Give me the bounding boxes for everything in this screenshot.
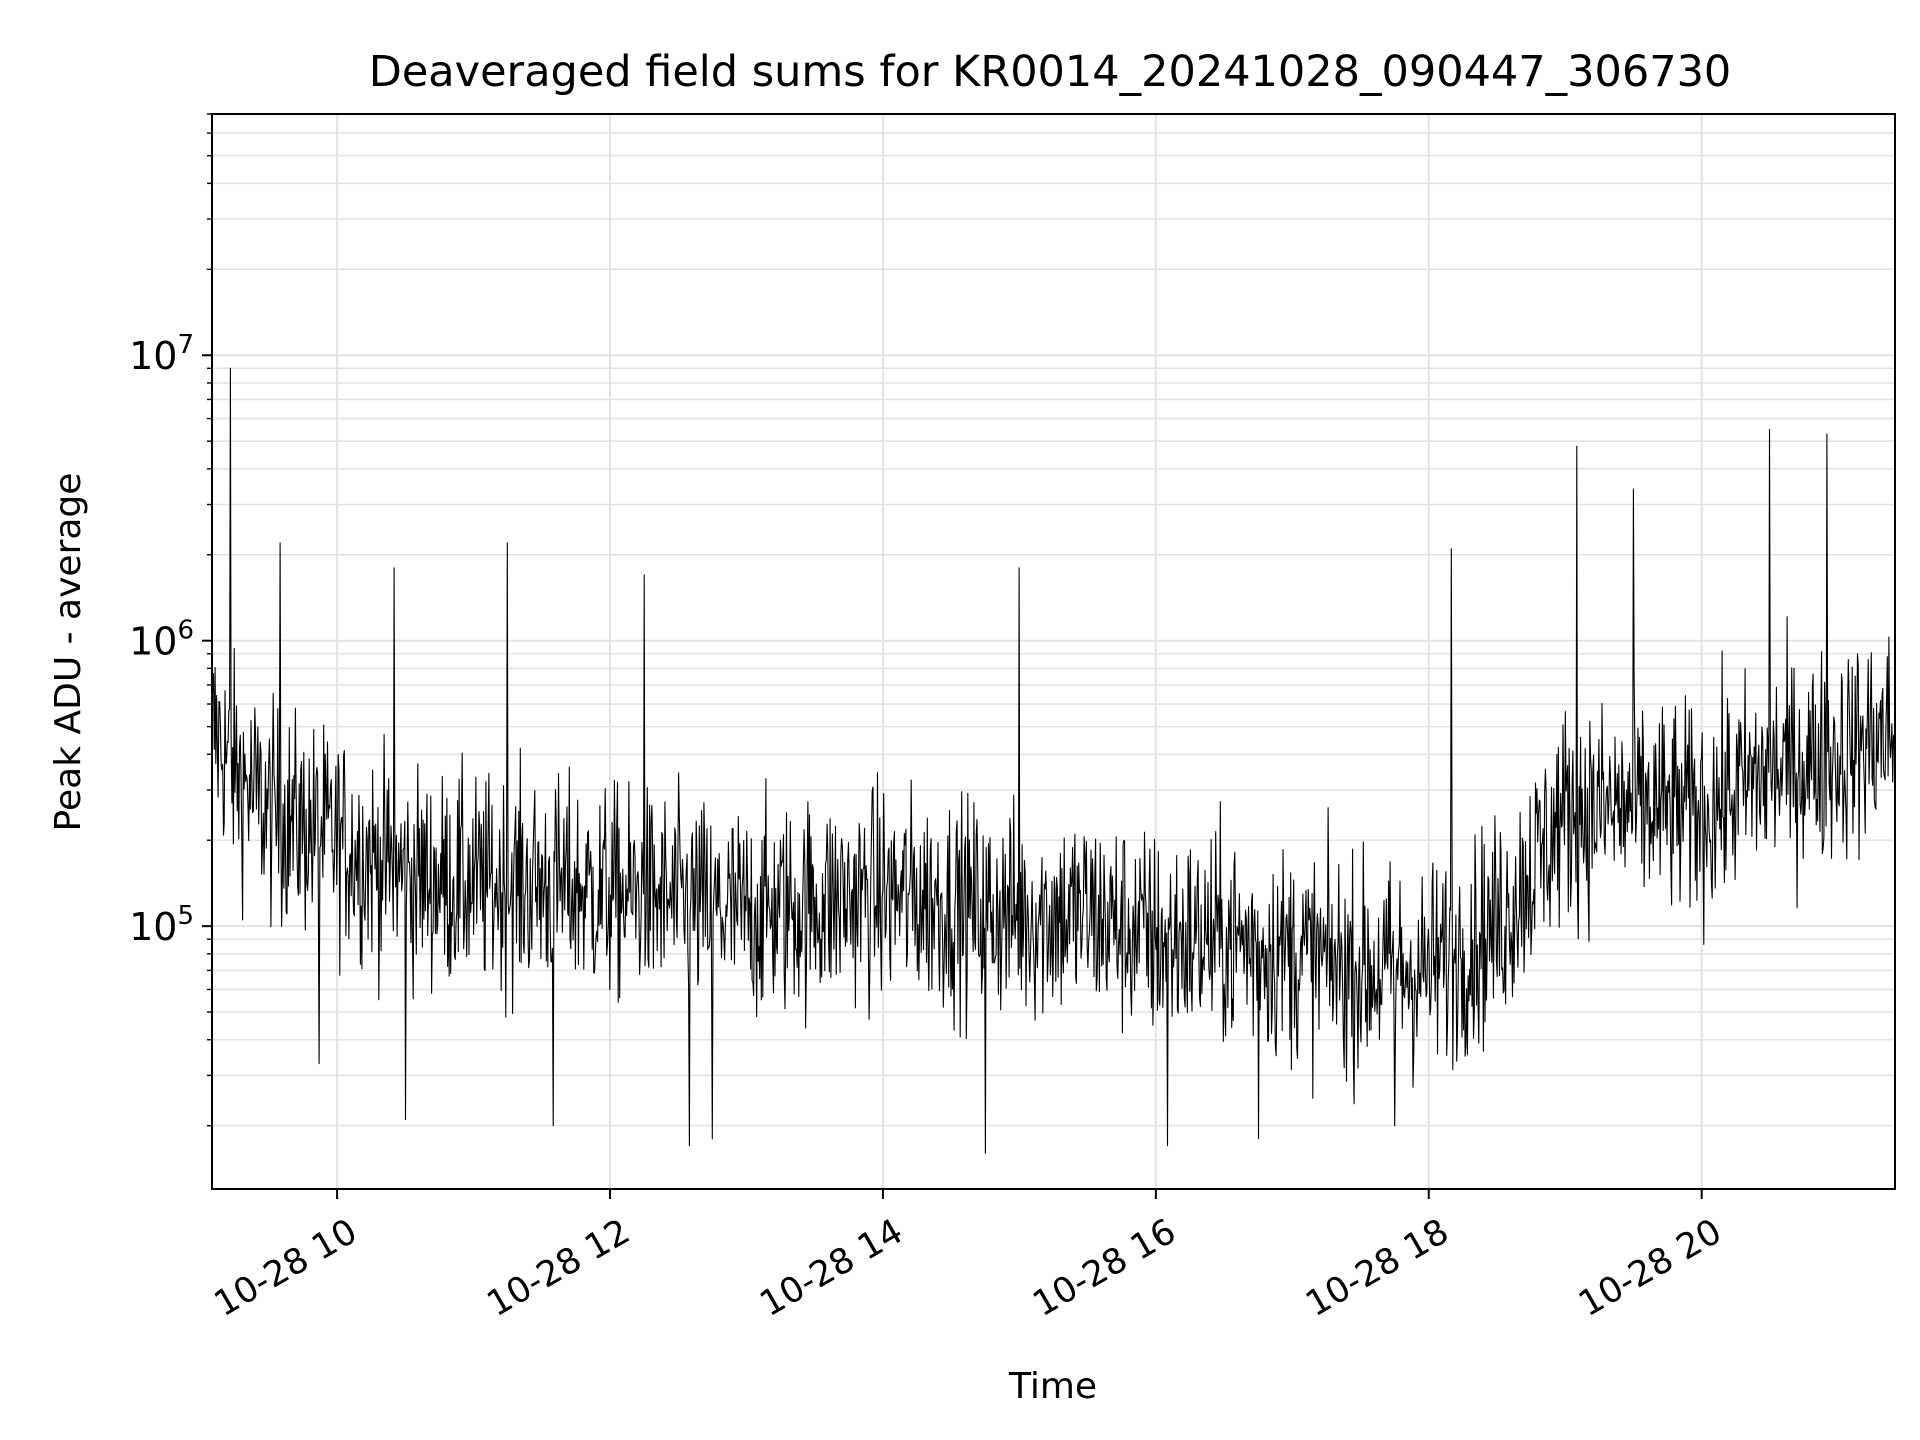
y-axis: 105 106 107: [129, 113, 212, 1127]
x-axis: 10-28 10 10-28 12 10-28 14 10-28 16 10-28 18…: [208, 1189, 1729, 1325]
chart-title: Deaveraged field sums for KR0014_2024102…: [369, 47, 1732, 97]
x-tick-label: 10-28 18: [1299, 1212, 1455, 1325]
x-axis-label: Time: [1008, 1366, 1097, 1407]
plot-frame: [211, 113, 1896, 1190]
grid: [212, 113, 1895, 1189]
x-tick-label: 10-28 10: [208, 1212, 364, 1325]
y-axis-label: Peak ADU - average: [48, 473, 89, 832]
data-series: [211, 367, 1896, 1154]
y-tick-label: 107: [129, 330, 194, 378]
y-tick-label: 105: [129, 901, 194, 949]
series-line: [211, 367, 1896, 1154]
y-tick-label: 106: [129, 616, 194, 664]
x-tick-label: 10-28 16: [1026, 1212, 1182, 1325]
x-tick-label: 10-28 12: [481, 1212, 637, 1325]
x-tick-label: 10-28 14: [754, 1212, 910, 1325]
x-tick-label: 10-28 20: [1572, 1212, 1728, 1325]
